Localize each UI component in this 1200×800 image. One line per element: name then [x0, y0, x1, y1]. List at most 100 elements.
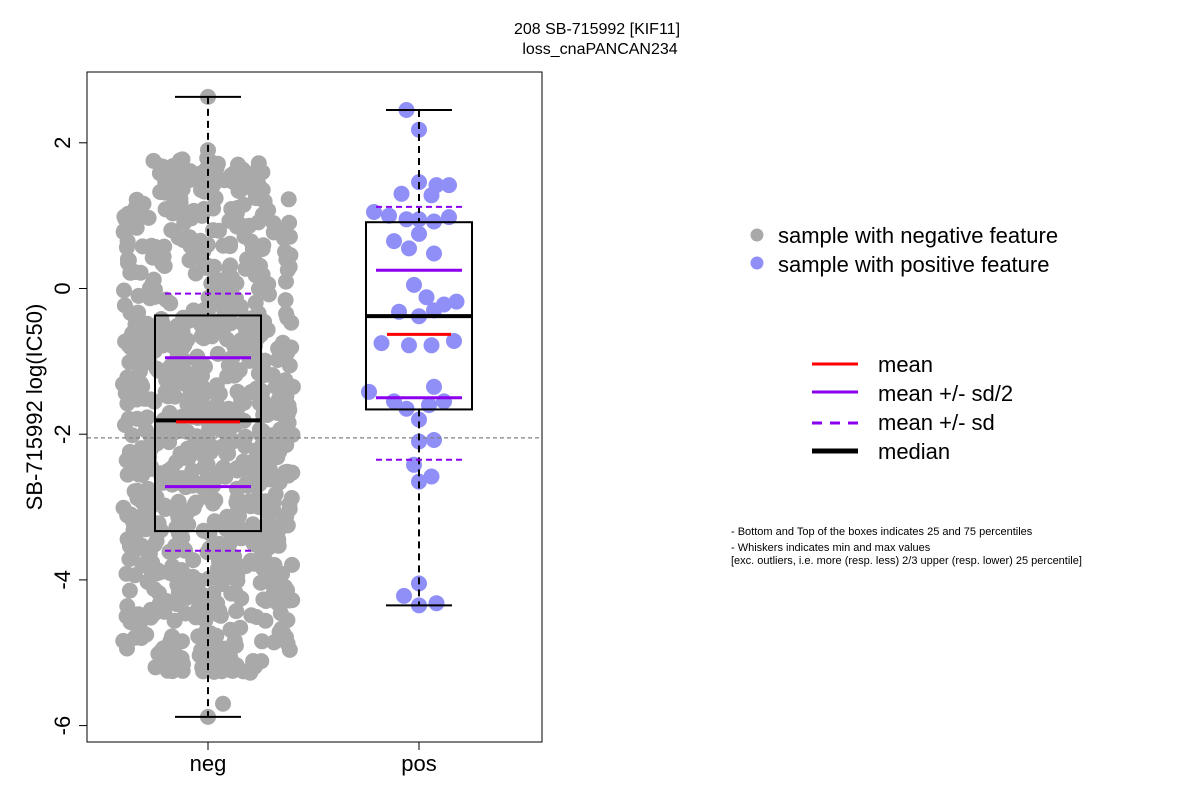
data-point-neg — [269, 404, 286, 421]
data-point-neg — [180, 390, 197, 406]
data-point-pos — [421, 397, 437, 414]
iqr-box — [154, 314, 262, 533]
data-point-neg — [282, 247, 299, 264]
data-point-neg — [161, 543, 178, 560]
data-point-neg — [202, 444, 219, 460]
data-point-neg — [130, 379, 147, 396]
data-point-neg — [140, 209, 157, 226]
data-point-neg — [170, 156, 186, 173]
legend-half-sd-label: mean +/- sd/2 — [878, 381, 1013, 406]
data-point-neg — [191, 647, 208, 664]
data-point-neg — [281, 228, 298, 245]
data-point-neg — [260, 558, 277, 575]
data-point-pos — [426, 245, 442, 262]
data-point-neg — [233, 390, 250, 407]
data-point-neg — [116, 297, 133, 314]
note-line: [exc. outliers, i.e. more (resp. less) 2… — [731, 555, 1082, 567]
data-point-neg — [217, 468, 234, 485]
data-point-neg — [228, 218, 245, 235]
data-point-neg — [209, 313, 226, 330]
data-point-neg — [141, 327, 158, 344]
data-point-neg — [194, 367, 210, 384]
data-point-neg — [119, 640, 135, 657]
data-point-neg — [164, 205, 181, 222]
data-point-neg — [141, 545, 158, 562]
data-point-neg — [223, 201, 240, 217]
data-point-pos — [423, 468, 440, 485]
data-point-neg — [201, 525, 218, 542]
data-point-neg — [155, 316, 172, 333]
data-point-pos — [381, 207, 397, 224]
data-point-pos — [448, 293, 465, 310]
plot-marks: -6 -4 -2 0 2 neg pos — [50, 71, 543, 776]
data-point-neg — [239, 251, 256, 268]
data-point-neg — [281, 496, 298, 513]
data-point-neg — [233, 530, 250, 547]
data-point-neg — [152, 465, 169, 482]
note-line: - Bottom and Top of the boxes indicates … — [731, 526, 1033, 538]
data-point-neg — [254, 266, 271, 283]
data-point-neg — [211, 603, 228, 620]
data-point-neg — [145, 152, 162, 169]
data-point-neg — [128, 219, 145, 236]
data-point-neg — [185, 249, 202, 266]
data-point-neg — [185, 202, 202, 219]
y-axis-label: SB-715992 log(IC50) — [22, 304, 47, 511]
data-point-neg — [127, 344, 144, 360]
data-point-pos — [373, 335, 390, 352]
data-point-neg — [228, 657, 245, 674]
data-point-neg — [181, 312, 198, 329]
data-point-pos — [386, 233, 402, 250]
data-point-neg — [281, 258, 298, 275]
data-point-neg — [188, 428, 205, 445]
data-point-pos — [423, 187, 440, 204]
data-point-neg — [265, 586, 282, 602]
legend-pos-label: sample with positive feature — [778, 252, 1049, 277]
data-point-neg — [274, 565, 291, 582]
data-point-pos — [418, 289, 435, 306]
data-point-neg — [153, 421, 170, 438]
data-point-neg — [202, 625, 219, 642]
data-point-neg — [251, 466, 268, 482]
data-point-neg — [169, 505, 186, 522]
data-point-neg — [229, 462, 246, 479]
data-point-neg — [223, 585, 240, 602]
data-point-neg — [150, 362, 167, 379]
data-point-neg — [124, 545, 141, 562]
data-point-pos — [426, 432, 442, 448]
neg-point-cloud — [115, 88, 301, 725]
data-point-neg — [249, 353, 266, 370]
data-point-neg — [129, 330, 146, 347]
data-point-neg — [174, 529, 191, 546]
data-point-pos — [441, 209, 457, 226]
data-point-neg — [250, 305, 267, 322]
data-point-neg — [229, 503, 246, 520]
data-point-neg — [121, 443, 138, 460]
data-point-neg — [242, 664, 259, 681]
data-point-neg — [262, 503, 279, 520]
data-point-neg — [176, 214, 193, 231]
data-point-neg — [235, 196, 252, 213]
data-point-neg — [242, 498, 259, 515]
legend-neg-marker — [750, 228, 764, 242]
data-point-neg — [277, 292, 294, 309]
data-point-pos — [446, 333, 462, 349]
legend-neg-label: sample with negative feature — [778, 223, 1058, 248]
pos-point-cloud — [361, 102, 465, 614]
data-point-neg — [221, 260, 237, 277]
data-point-neg — [244, 179, 261, 195]
data-point-neg — [284, 378, 301, 395]
data-point-neg — [234, 315, 251, 332]
data-point-neg — [242, 552, 259, 569]
data-point-neg — [139, 573, 156, 590]
data-point-neg — [257, 452, 274, 469]
data-point-neg — [276, 578, 293, 595]
data-point-neg — [115, 499, 132, 516]
data-point-neg — [278, 508, 295, 525]
data-point-neg — [250, 214, 267, 231]
data-point-pos — [401, 240, 417, 257]
data-point-neg — [247, 163, 264, 180]
y-tick-label: -4 — [50, 570, 75, 590]
data-point-neg — [132, 264, 149, 281]
plot-frame — [86, 71, 543, 743]
